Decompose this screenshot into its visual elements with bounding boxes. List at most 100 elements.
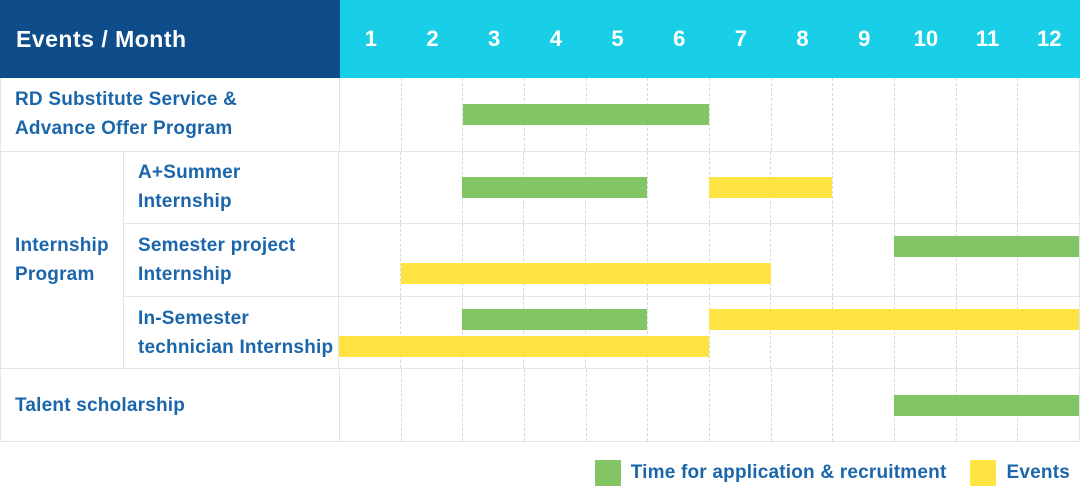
bar-lane <box>339 235 1079 257</box>
month-gridline-cell <box>770 296 832 369</box>
label-line: Advance Offer Program <box>15 118 233 140</box>
chart-cell <box>340 369 1079 441</box>
group-subrows: A+Summer Internship Semester project Intern… <box>124 151 1079 369</box>
row-label: In-Semester technician Internship <box>124 296 339 369</box>
month-gridline-cell <box>832 296 894 369</box>
month-gridline-cell <box>955 151 1018 224</box>
month-gridline-cell <box>523 224 585 296</box>
month-gridline-cell <box>709 369 771 441</box>
gantt-subrow: A+Summer Internship <box>124 151 1079 224</box>
month-gridline-cell <box>646 296 709 369</box>
month-gridline-cell <box>955 78 1018 151</box>
month-gridlines <box>339 296 1079 369</box>
legend-label-events: Events <box>1006 461 1070 483</box>
bar-lane <box>339 262 1079 284</box>
bar-lanes <box>339 152 1079 224</box>
month-gridline-cell <box>832 78 894 151</box>
bar-lane <box>339 308 1079 330</box>
gantt-row: Talent scholarship <box>1 368 1079 441</box>
month-header-cell: 2 <box>426 26 439 51</box>
gantt-bar-application <box>894 235 1079 257</box>
bar-lane <box>339 335 1079 357</box>
legend-item-application: Time for application & recruitment <box>594 459 947 486</box>
schedule-table-body: RD Substitute Service & Advance Offer Pro… <box>0 78 1080 442</box>
month-gridline-cell <box>708 296 771 369</box>
bar-lanes <box>339 297 1079 369</box>
events-month-header-cell: Events / Month <box>0 0 340 78</box>
month-header-cell: 8 <box>796 26 809 51</box>
month-gridline-cell <box>1017 151 1079 224</box>
month-gridline-cell <box>646 224 709 296</box>
month-header-cell: 4 <box>549 26 562 51</box>
bar-lane <box>340 394 1079 416</box>
month-gridline-cell <box>400 369 463 441</box>
row-label: Semester project Internship <box>124 224 339 296</box>
month-gridline-cell <box>1017 78 1079 151</box>
month-gridline-cell <box>708 224 771 296</box>
month-gridline-cell <box>585 224 647 296</box>
month-gridline-cell <box>585 369 648 441</box>
gantt-bar-application <box>894 394 1079 416</box>
row-label: RD Substitute Service & Advance Offer Pro… <box>1 78 340 151</box>
label-line: In-Semester <box>138 307 249 329</box>
gantt-group-row: Internship Program A+Summer Internship Semes… <box>1 150 1079 369</box>
bar-lanes <box>340 78 1079 151</box>
table-header-row: Events / Month 1 2 3 4 5 6 7 8 9 10 11 12 <box>0 0 1080 78</box>
month-header-row: 1 2 3 4 5 6 7 8 9 10 11 12 <box>340 0 1080 78</box>
gantt-bar-application <box>463 103 710 125</box>
label-line: Internship <box>138 191 232 213</box>
bar-lane <box>340 103 1079 125</box>
bar-lanes <box>340 369 1079 441</box>
month-gridline-cell <box>399 151 462 224</box>
month-gridline-cell <box>893 296 956 369</box>
month-gridline-cell <box>461 224 524 296</box>
bar-lanes <box>339 224 1079 296</box>
month-header-cell: 3 <box>488 26 501 51</box>
month-gridline-cell <box>400 78 463 151</box>
month-gridline-cell <box>1017 224 1079 296</box>
month-gridline-cell <box>461 151 524 224</box>
label-line: Talent scholarship <box>15 394 186 416</box>
month-gridlines <box>339 224 1079 296</box>
month-gridline-cell <box>708 151 771 224</box>
label-line: Internship <box>15 234 109 256</box>
gantt-bar-events <box>709 308 1079 330</box>
application-swatch-icon <box>594 459 621 486</box>
month-gridline-cell <box>709 78 771 151</box>
month-header-cell: 11 <box>975 26 1000 51</box>
gantt-subrow: Semester project Internship <box>124 223 1079 296</box>
group-label: Internship Program <box>1 151 124 369</box>
month-gridline-cell <box>955 296 1018 369</box>
month-gridline-cell <box>462 369 524 441</box>
month-gridline-cell <box>462 78 524 151</box>
events-swatch-icon <box>970 459 997 486</box>
row-label: Talent scholarship <box>1 369 340 441</box>
month-header-cell: 6 <box>673 26 686 51</box>
gantt-bar-events <box>709 176 833 198</box>
label-line: Internship <box>138 263 232 285</box>
label-line: Semester project <box>138 234 296 256</box>
label-line: Program <box>15 263 95 285</box>
month-gridline-cell <box>399 296 462 369</box>
month-gridline-cell <box>399 224 462 296</box>
month-header-cell: 5 <box>611 26 624 51</box>
row-label: A+Summer Internship <box>124 151 339 224</box>
month-header-cell: 9 <box>858 26 871 51</box>
month-gridline-cell <box>832 224 894 296</box>
legend: Time for application & recruitment Event… <box>0 442 1080 486</box>
legend-item-events: Events <box>970 459 1070 486</box>
chart-cell <box>340 78 1079 151</box>
month-gridline-cell <box>770 224 832 296</box>
month-gridline-cell <box>770 369 833 441</box>
gantt-row: RD Substitute Service & Advance Offer Pro… <box>1 78 1079 151</box>
month-header-cell: 10 <box>913 26 939 51</box>
month-header-cell: 7 <box>734 26 747 51</box>
label-line: RD Substitute Service & <box>15 89 238 111</box>
month-gridline-cell <box>893 151 956 224</box>
gantt-bar-application <box>462 176 648 198</box>
month-gridline-cell <box>770 78 833 151</box>
month-gridline-cell <box>523 296 585 369</box>
month-gridline-cell <box>832 151 894 224</box>
gantt-bar-events <box>400 262 771 284</box>
chart-cell <box>339 151 1079 224</box>
